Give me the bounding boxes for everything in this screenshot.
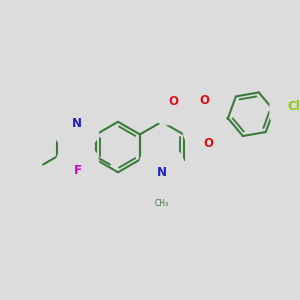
Text: S: S [200,116,208,129]
Text: Cl: Cl [287,100,300,113]
Text: O: O [169,94,179,107]
Text: O: O [203,137,213,150]
Text: N: N [71,117,82,130]
Text: N: N [157,166,167,179]
Text: O: O [199,94,209,107]
Text: CH₃: CH₃ [155,199,169,208]
Text: F: F [74,164,82,177]
